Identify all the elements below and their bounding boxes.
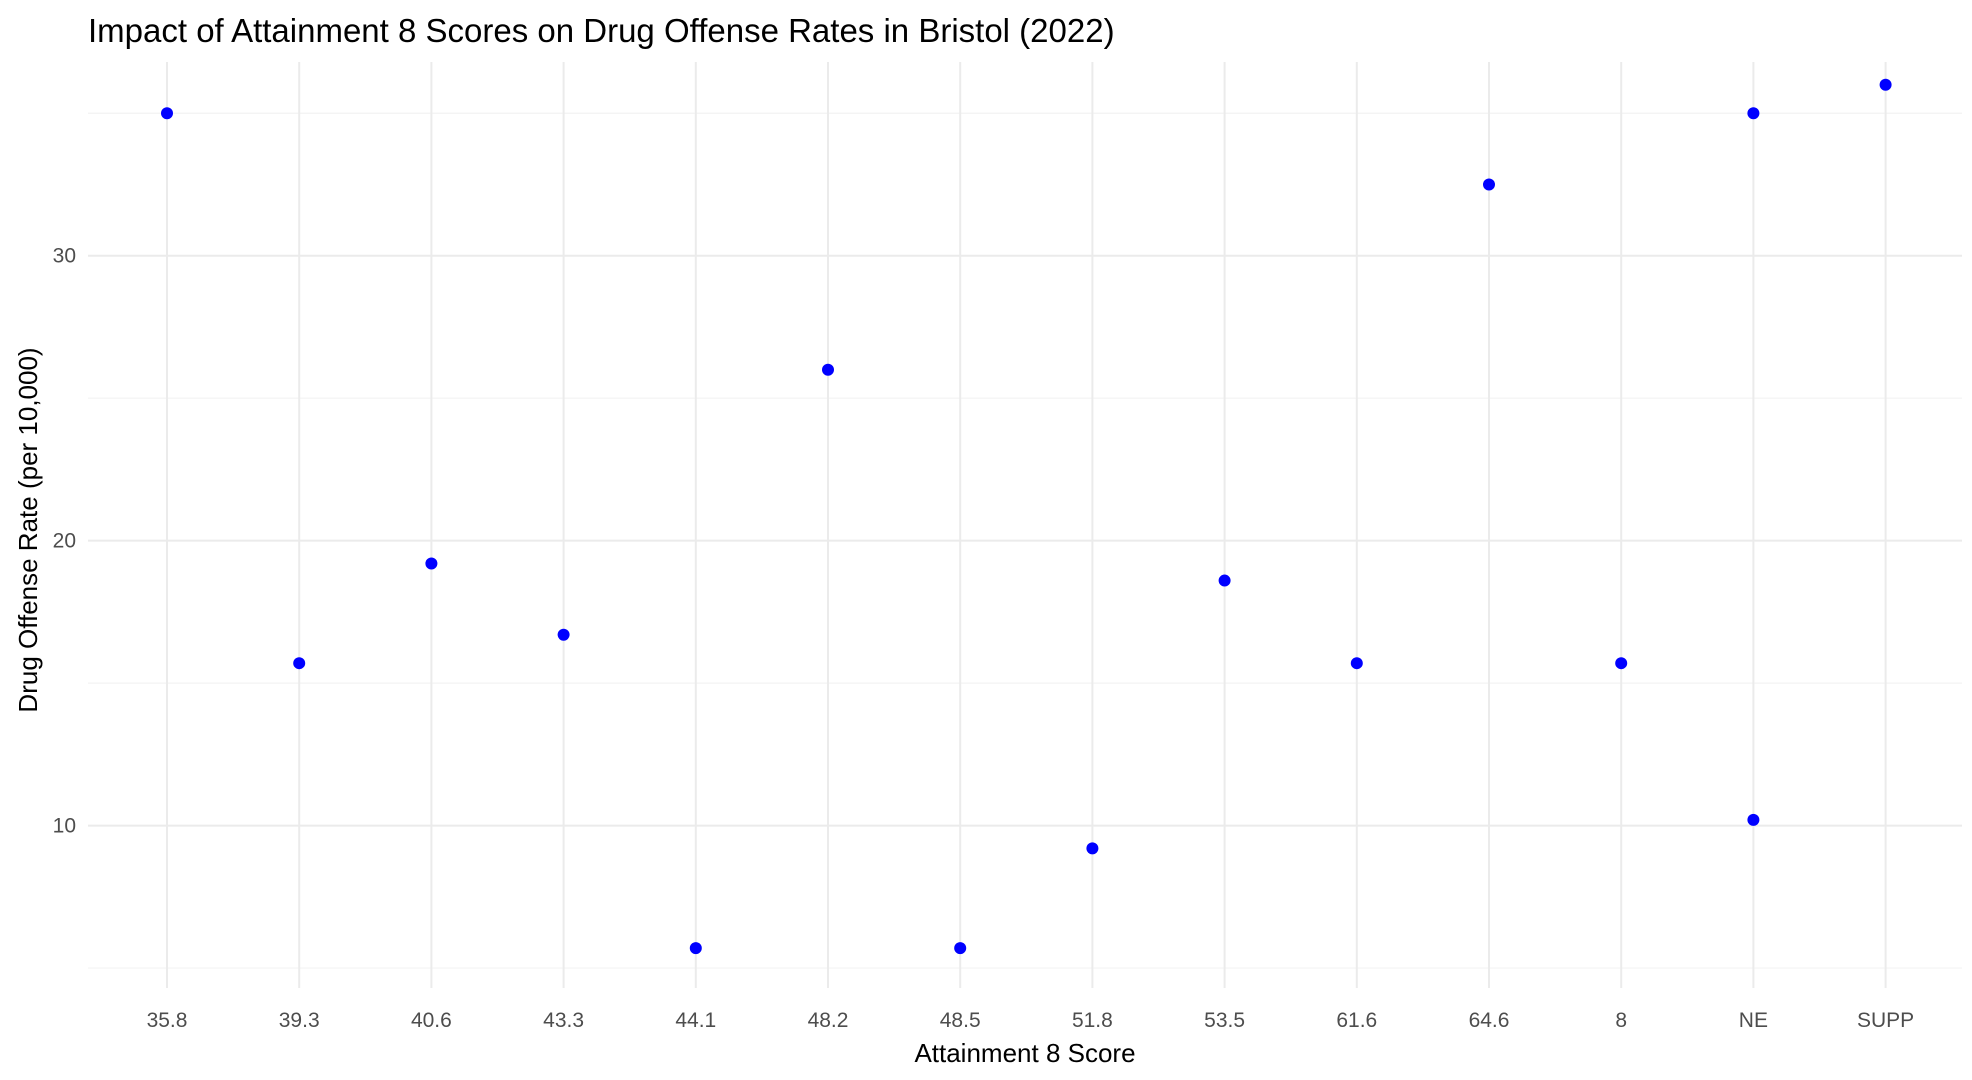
x-axis-tick-labels: 35.8 39.3 40.6 43.3 44.1 48.2 48.5 51.8 53.5 61.6… — [147, 1009, 1915, 1032]
data-point — [1218, 574, 1231, 587]
data-point — [689, 942, 702, 955]
data-point — [1879, 78, 1892, 91]
x-tick-label: NE — [1739, 1009, 1768, 1032]
y-tick-label: 30 — [53, 245, 76, 268]
x-tick-label: 61.6 — [1336, 1009, 1377, 1032]
y-axis-tick-labels: 10 20 30 — [53, 245, 76, 838]
x-tick-label: 35.8 — [147, 1009, 188, 1032]
data-point — [293, 657, 306, 670]
data-point — [822, 363, 834, 376]
y-axis-title: Drug Offense Rate (per 10,000) — [13, 347, 43, 712]
x-tick-label: 39.3 — [279, 1009, 320, 1032]
data-point — [557, 628, 570, 641]
y-tick-label: 10 — [53, 815, 76, 838]
data-points — [161, 78, 1892, 955]
x-tick-label: 51.8 — [1072, 1009, 1113, 1032]
data-point — [161, 107, 173, 120]
data-point — [425, 557, 438, 570]
data-point — [1747, 813, 1760, 826]
x-tick-label: SUPP — [1857, 1009, 1914, 1032]
x-axis-title: Attainment 8 Score — [914, 1038, 1135, 1068]
x-tick-label: 64.6 — [1469, 1009, 1510, 1032]
x-tick-label: 48.5 — [940, 1009, 981, 1032]
x-tick-label: 48.2 — [808, 1009, 849, 1032]
x-tick-label: 53.5 — [1204, 1009, 1245, 1032]
x-tick-label: 44.1 — [675, 1009, 716, 1032]
data-point — [1615, 657, 1628, 670]
data-point — [1747, 107, 1760, 120]
data-point — [1086, 842, 1099, 855]
x-tick-label: 8 — [1615, 1009, 1627, 1032]
x-tick-label: 43.3 — [543, 1009, 584, 1032]
chart-title: Impact of Attainment 8 Scores on Drug Of… — [88, 12, 1115, 49]
data-point — [954, 942, 967, 955]
data-point — [1350, 657, 1363, 670]
grid-lines — [88, 62, 1962, 988]
y-tick-label: 20 — [53, 530, 76, 553]
data-point — [1483, 178, 1495, 191]
x-tick-label: 40.6 — [411, 1009, 452, 1032]
